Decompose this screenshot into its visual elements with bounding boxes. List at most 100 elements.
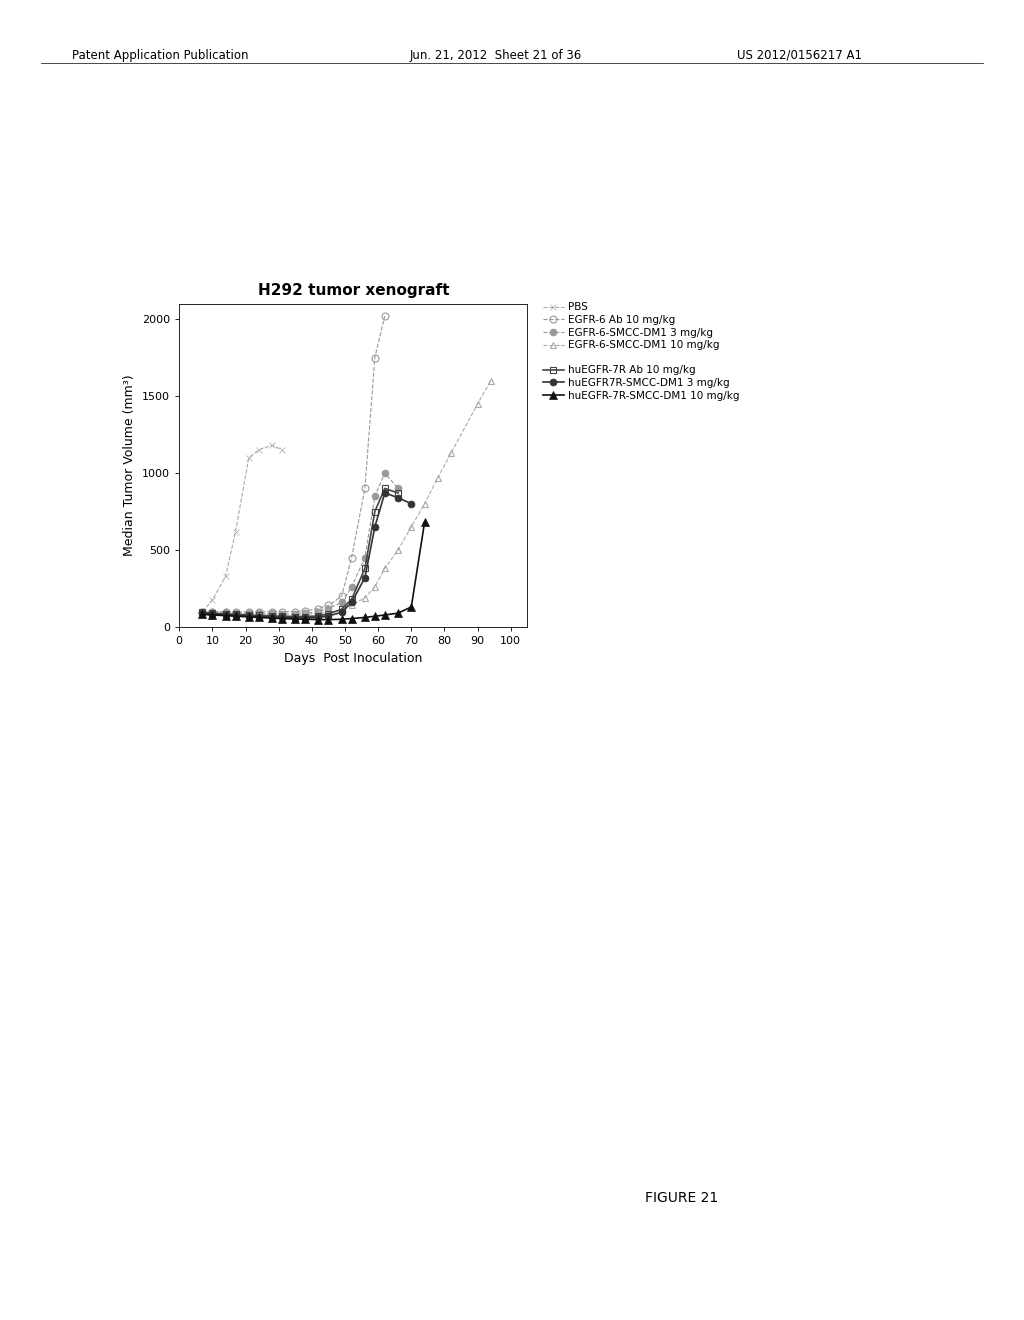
EGFR-6 Ab 10 mg/kg: [369, 350, 381, 366]
huEGFR-7R-SMCC-DM1 10 mg/kg: [358, 610, 371, 626]
huEGFR-7R Ab 10 mg/kg: [206, 605, 218, 622]
Line: EGFR-6-SMCC-DM1 10 mg/kg: EGFR-6-SMCC-DM1 10 mg/kg: [199, 378, 495, 618]
EGFR-6 Ab 10 mg/kg: [253, 603, 265, 619]
huEGFR-7R-SMCC-DM1 10 mg/kg: [419, 515, 431, 531]
EGFR-6 Ab 10 mg/kg: [206, 603, 218, 619]
huEGFR-7R Ab 10 mg/kg: [197, 605, 209, 620]
EGFR-6-SMCC-DM1 10 mg/kg: [471, 396, 483, 412]
huEGFR-7R-SMCC-DM1 10 mg/kg: [206, 607, 218, 623]
EGFR-6 Ab 10 mg/kg: [299, 603, 311, 619]
Line: PBS: PBS: [199, 442, 286, 615]
Y-axis label: Median Tumor Volume (mm³): Median Tumor Volume (mm³): [124, 375, 136, 556]
huEGFR-7R Ab 10 mg/kg: [336, 602, 348, 618]
EGFR-6-SMCC-DM1 3 mg/kg: [323, 601, 335, 616]
EGFR-6-SMCC-DM1 10 mg/kg: [379, 561, 391, 577]
EGFR-6-SMCC-DM1 10 mg/kg: [243, 606, 255, 622]
EGFR-6-SMCC-DM1 3 mg/kg: [336, 594, 348, 610]
EGFR-6-SMCC-DM1 3 mg/kg: [299, 605, 311, 622]
EGFR-6-SMCC-DM1 3 mg/kg: [392, 480, 404, 496]
EGFR-6-SMCC-DM1 3 mg/kg: [312, 603, 325, 619]
huEGFR-7R Ab 10 mg/kg: [345, 591, 357, 607]
EGFR-6-SMCC-DM1 10 mg/kg: [197, 605, 209, 620]
EGFR-6-SMCC-DM1 3 mg/kg: [379, 465, 391, 480]
Text: FIGURE 21: FIGURE 21: [645, 1191, 719, 1205]
EGFR-6-SMCC-DM1 3 mg/kg: [345, 579, 357, 595]
huEGFR7R-SMCC-DM1 3 mg/kg: [243, 609, 255, 624]
EGFR-6 Ab 10 mg/kg: [219, 603, 231, 619]
huEGFR-7R-SMCC-DM1 10 mg/kg: [299, 611, 311, 627]
huEGFR-7R Ab 10 mg/kg: [243, 607, 255, 623]
EGFR-6 Ab 10 mg/kg: [229, 605, 242, 620]
EGFR-6 Ab 10 mg/kg: [266, 603, 279, 619]
Line: huEGFR-7R Ab 10 mg/kg: huEGFR-7R Ab 10 mg/kg: [199, 484, 401, 620]
huEGFR-7R Ab 10 mg/kg: [369, 503, 381, 519]
PBS: [275, 442, 288, 458]
EGFR-6 Ab 10 mg/kg: [197, 603, 209, 619]
huEGFR-7R-SMCC-DM1 10 mg/kg: [289, 611, 301, 627]
EGFR-6-SMCC-DM1 10 mg/kg: [289, 607, 301, 623]
huEGFR-7R Ab 10 mg/kg: [299, 609, 311, 624]
huEGFR7R-SMCC-DM1 3 mg/kg: [253, 609, 265, 624]
huEGFR7R-SMCC-DM1 3 mg/kg: [369, 519, 381, 535]
huEGFR-7R-SMCC-DM1 10 mg/kg: [336, 611, 348, 627]
huEGFR-7R Ab 10 mg/kg: [266, 609, 279, 624]
EGFR-6-SMCC-DM1 10 mg/kg: [219, 606, 231, 622]
huEGFR-7R-SMCC-DM1 10 mg/kg: [323, 611, 335, 627]
huEGFR-7R Ab 10 mg/kg: [289, 609, 301, 624]
EGFR-6 Ab 10 mg/kg: [358, 480, 371, 496]
huEGFR-7R-SMCC-DM1 10 mg/kg: [392, 605, 404, 622]
X-axis label: Days  Post Inoculation: Days Post Inoculation: [284, 652, 423, 664]
huEGFR-7R-SMCC-DM1 10 mg/kg: [253, 610, 265, 626]
Legend: PBS, EGFR-6 Ab 10 mg/kg, EGFR-6-SMCC-DM1 3 mg/kg, EGFR-6-SMCC-DM1 10 mg/kg, , hu: PBS, EGFR-6 Ab 10 mg/kg, EGFR-6-SMCC-DM1…: [543, 302, 739, 400]
huEGFR-7R-SMCC-DM1 10 mg/kg: [369, 609, 381, 624]
huEGFR-7R Ab 10 mg/kg: [253, 607, 265, 623]
Line: huEGFR7R-SMCC-DM1 3 mg/kg: huEGFR7R-SMCC-DM1 3 mg/kg: [199, 490, 415, 622]
huEGFR7R-SMCC-DM1 3 mg/kg: [336, 605, 348, 620]
EGFR-6-SMCC-DM1 3 mg/kg: [289, 606, 301, 622]
huEGFR7R-SMCC-DM1 3 mg/kg: [275, 610, 288, 626]
PBS: [229, 524, 242, 540]
Line: huEGFR-7R-SMCC-DM1 10 mg/kg: huEGFR-7R-SMCC-DM1 10 mg/kg: [199, 519, 429, 624]
Text: Patent Application Publication: Patent Application Publication: [72, 49, 248, 62]
EGFR-6-SMCC-DM1 10 mg/kg: [358, 590, 371, 606]
EGFR-6-SMCC-DM1 3 mg/kg: [206, 603, 218, 619]
huEGFR-7R-SMCC-DM1 10 mg/kg: [197, 606, 209, 622]
EGFR-6-SMCC-DM1 3 mg/kg: [243, 605, 255, 622]
huEGFR-7R Ab 10 mg/kg: [358, 561, 371, 577]
huEGFR-7R Ab 10 mg/kg: [392, 484, 404, 500]
EGFR-6-SMCC-DM1 10 mg/kg: [419, 496, 431, 512]
PBS: [253, 442, 265, 458]
EGFR-6-SMCC-DM1 3 mg/kg: [219, 605, 231, 620]
EGFR-6-SMCC-DM1 3 mg/kg: [275, 606, 288, 622]
EGFR-6-SMCC-DM1 10 mg/kg: [229, 606, 242, 622]
PBS: [197, 603, 209, 619]
huEGFR7R-SMCC-DM1 3 mg/kg: [312, 610, 325, 626]
huEGFR-7R-SMCC-DM1 10 mg/kg: [243, 609, 255, 624]
EGFR-6-SMCC-DM1 10 mg/kg: [253, 606, 265, 622]
Line: EGFR-6-SMCC-DM1 3 mg/kg: EGFR-6-SMCC-DM1 3 mg/kg: [199, 470, 401, 618]
huEGFR-7R-SMCC-DM1 10 mg/kg: [406, 599, 418, 615]
EGFR-6-SMCC-DM1 3 mg/kg: [197, 603, 209, 619]
EGFR-6-SMCC-DM1 10 mg/kg: [345, 598, 357, 614]
EGFR-6 Ab 10 mg/kg: [289, 603, 301, 619]
huEGFR-7R-SMCC-DM1 10 mg/kg: [275, 611, 288, 627]
Text: Jun. 21, 2012  Sheet 21 of 36: Jun. 21, 2012 Sheet 21 of 36: [410, 49, 582, 62]
huEGFR7R-SMCC-DM1 3 mg/kg: [392, 490, 404, 506]
EGFR-6-SMCC-DM1 3 mg/kg: [229, 605, 242, 622]
EGFR-6-SMCC-DM1 3 mg/kg: [253, 606, 265, 622]
huEGFR7R-SMCC-DM1 3 mg/kg: [289, 610, 301, 626]
huEGFR-7R Ab 10 mg/kg: [219, 606, 231, 622]
EGFR-6-SMCC-DM1 10 mg/kg: [392, 543, 404, 558]
huEGFR-7R Ab 10 mg/kg: [323, 606, 335, 622]
huEGFR7R-SMCC-DM1 3 mg/kg: [323, 609, 335, 624]
EGFR-6 Ab 10 mg/kg: [275, 603, 288, 619]
huEGFR7R-SMCC-DM1 3 mg/kg: [379, 484, 391, 500]
huEGFR-7R-SMCC-DM1 10 mg/kg: [312, 611, 325, 627]
EGFR-6-SMCC-DM1 10 mg/kg: [266, 606, 279, 622]
EGFR-6-SMCC-DM1 10 mg/kg: [206, 605, 218, 622]
huEGFR-7R Ab 10 mg/kg: [275, 609, 288, 624]
PBS: [243, 450, 255, 466]
huEGFR-7R-SMCC-DM1 10 mg/kg: [345, 611, 357, 627]
EGFR-6-SMCC-DM1 10 mg/kg: [445, 445, 458, 461]
EGFR-6-SMCC-DM1 3 mg/kg: [266, 606, 279, 622]
